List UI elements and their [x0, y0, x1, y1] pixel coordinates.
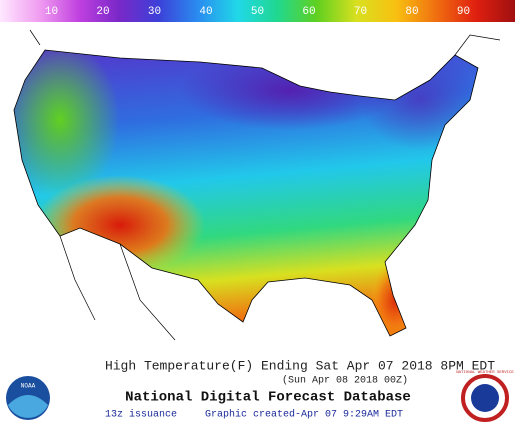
caption-line1: High Temperature(F) Ending Sat Apr 07 20… [105, 358, 495, 373]
scale-label: 80 [405, 6, 418, 18]
scale-label: 40 [199, 6, 212, 18]
caption-title: National Digital Forecast Database [125, 390, 411, 406]
scale-label: 20 [96, 6, 109, 18]
noaa-label: NOAA [21, 383, 36, 390]
scale-label: 30 [148, 6, 161, 18]
scale-label: 90 [457, 6, 470, 18]
caption-line2: (Sun Apr 08 2018 00Z) [282, 375, 408, 387]
scale-label: 10 [45, 6, 58, 18]
created: Graphic created-Apr 07 9:29AM EDT [205, 409, 403, 421]
scale-label: 60 [302, 6, 315, 18]
us-outline [13, 49, 479, 337]
noaa-logo: NOAA [6, 376, 50, 420]
issuance: 13z issuance [105, 409, 177, 421]
color-scale [0, 0, 515, 22]
scale-label: 50 [251, 6, 264, 18]
nws-label: NATIONAL WEATHER SERVICE [456, 371, 514, 375]
nws-logo: NATIONAL WEATHER SERVICE [456, 371, 514, 422]
temperature-map [14, 50, 478, 336]
neighbor-borders [29, 29, 501, 341]
scale-label: 70 [354, 6, 367, 18]
